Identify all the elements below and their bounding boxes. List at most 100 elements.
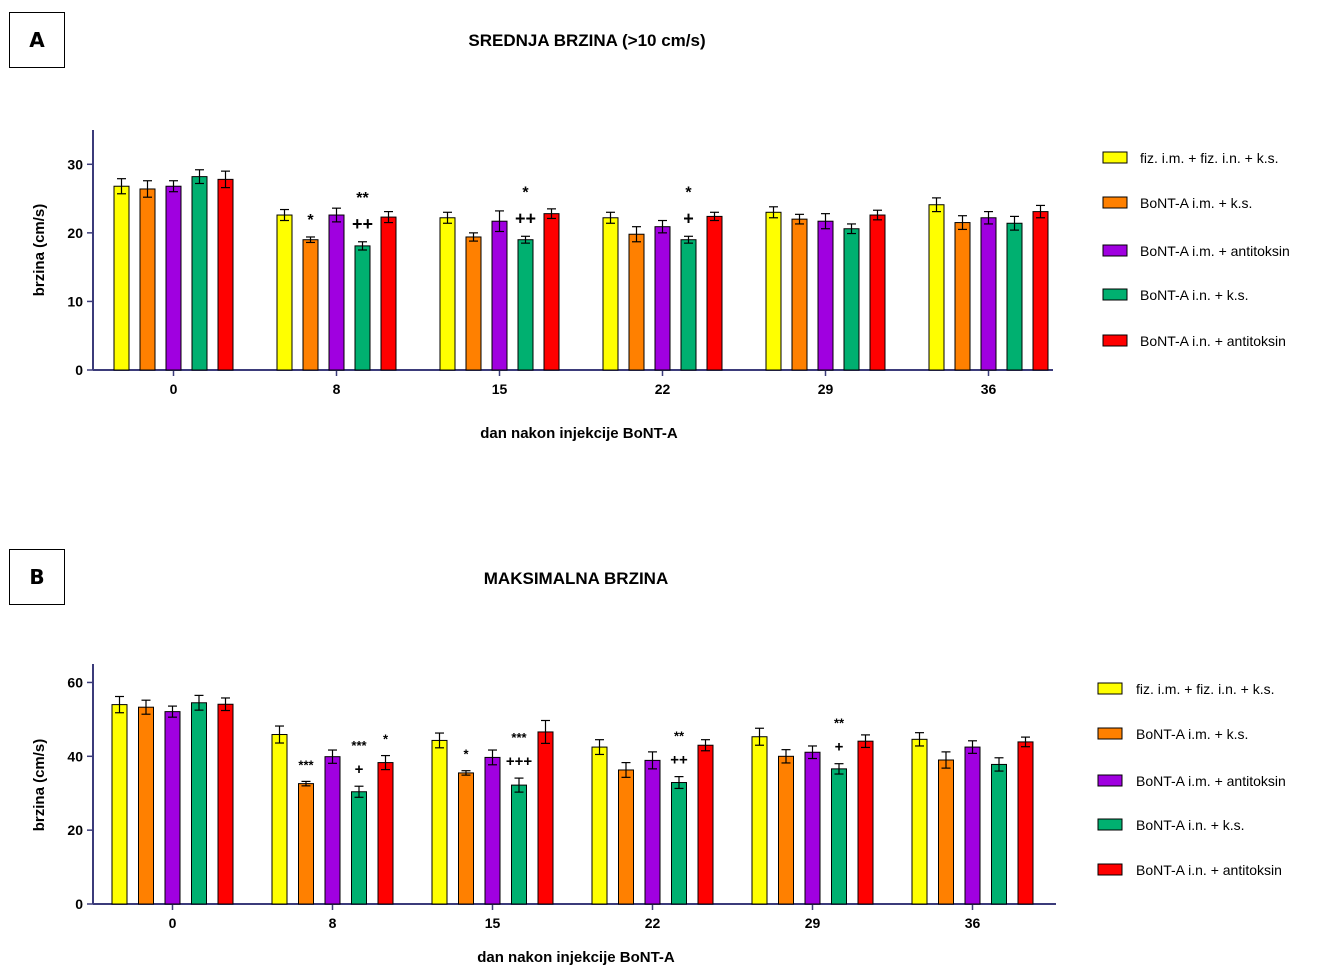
bar xyxy=(671,782,687,905)
bar xyxy=(980,217,997,371)
bar xyxy=(654,226,671,371)
legend-swatch xyxy=(1102,334,1128,347)
significance-mark: + xyxy=(683,208,694,228)
bar xyxy=(351,791,367,905)
chart-b-ylabel: brzina (cm/s) xyxy=(31,739,48,832)
legend-swatch xyxy=(1102,151,1128,164)
bar xyxy=(217,703,234,905)
bar xyxy=(324,756,341,905)
bar xyxy=(602,217,619,371)
y-tick-label: 60 xyxy=(67,674,83,690)
chart-b-title: MAKSIMALNA BRZINA xyxy=(484,569,668,588)
bar xyxy=(517,239,534,371)
chart-a-legend: fiz. i.m. + fiz. i.n. + k.s. BoNT-A i.m. … xyxy=(1102,150,1290,349)
legend-swatch xyxy=(1097,818,1123,831)
bar xyxy=(857,740,874,905)
bar xyxy=(138,706,154,905)
bar xyxy=(644,759,661,905)
bar xyxy=(680,239,697,371)
legend-swatch xyxy=(1102,196,1128,209)
legend-swatch xyxy=(1102,244,1128,257)
significance-mark: ** xyxy=(834,716,845,731)
legend-entry: BoNT-A i.n. + antitoksin xyxy=(1140,333,1286,349)
chart-a-ylabel: brzina (cm/s) xyxy=(31,204,48,297)
legend-entry: fiz. i.m. + fiz. i.n. + k.s. xyxy=(1136,681,1274,697)
bar xyxy=(618,769,634,905)
bar xyxy=(465,236,482,371)
bar xyxy=(706,215,723,371)
legend-entry: BoNT-A i.n. + k.s. xyxy=(1140,287,1249,303)
significance-mark: *** xyxy=(351,738,367,753)
x-tick-label: 29 xyxy=(818,381,834,397)
significance-mark: ++ xyxy=(670,752,688,769)
bar xyxy=(804,751,821,905)
legend-entry: BoNT-A i.m. + k.s. xyxy=(1140,195,1252,211)
legend-swatch xyxy=(1097,863,1123,876)
significance-mark: ** xyxy=(356,190,369,207)
significance-mark: * xyxy=(522,184,529,201)
legend-entry: BoNT-A i.n. + k.s. xyxy=(1136,817,1245,833)
bar xyxy=(911,738,928,905)
legend-entry: BoNT-A i.n. + antitoksin xyxy=(1136,862,1282,878)
bar xyxy=(817,220,834,371)
significance-mark: * xyxy=(685,184,692,201)
legend-swatch xyxy=(1097,727,1123,740)
x-tick-label: 8 xyxy=(329,915,337,931)
bar xyxy=(543,213,560,371)
significance-mark: ** xyxy=(674,729,685,744)
bar xyxy=(591,746,608,905)
chart-b-legend: fiz. i.m. + fiz. i.n. + k.s. BoNT-A i.m. … xyxy=(1097,681,1286,878)
x-tick-label: 36 xyxy=(981,381,997,397)
bar xyxy=(928,204,945,371)
x-tick-label: 15 xyxy=(485,915,501,931)
y-tick-label: 40 xyxy=(67,748,83,764)
x-tick-label: 29 xyxy=(805,915,821,931)
bar xyxy=(191,702,207,905)
significance-mark: * xyxy=(463,747,469,762)
significance-mark: *** xyxy=(298,757,314,772)
bar xyxy=(458,772,474,905)
chart-a-title: SREDNJA BRZINA (>10 cm/s) xyxy=(468,31,705,50)
significance-mark: ++ xyxy=(352,214,373,234)
bar xyxy=(869,214,886,371)
bar xyxy=(328,214,345,371)
bar xyxy=(1017,741,1034,905)
bar xyxy=(751,736,768,905)
bar xyxy=(938,759,954,905)
x-tick-label: 8 xyxy=(333,381,341,397)
significance-mark: +++ xyxy=(506,753,533,770)
bar xyxy=(511,784,527,905)
x-tick-label: 0 xyxy=(170,381,178,397)
bar xyxy=(765,211,782,371)
x-tick-label: 22 xyxy=(645,915,661,931)
significance-mark: + xyxy=(835,739,844,756)
x-tick-label: 0 xyxy=(169,915,177,931)
bar xyxy=(271,734,288,905)
significance-mark: * xyxy=(307,212,314,229)
bar xyxy=(217,178,234,371)
bar xyxy=(991,763,1007,905)
bar xyxy=(113,185,130,371)
significance-mark: * xyxy=(383,732,389,747)
bar xyxy=(778,755,794,905)
bar xyxy=(628,233,645,371)
bar xyxy=(843,228,860,371)
legend-entry: fiz. i.m. + fiz. i.n. + k.s. xyxy=(1140,150,1278,166)
legend-swatch xyxy=(1102,288,1128,301)
significance-mark: *** xyxy=(511,730,527,745)
chart-a-xlabel: dan nakon injekcije BoNT-A xyxy=(480,425,678,442)
significance-mark: + xyxy=(355,761,364,778)
y-tick-label: 20 xyxy=(67,225,83,241)
chart-b-xlabel: dan nakon injekcije BoNT-A xyxy=(477,949,675,966)
bar xyxy=(964,746,981,905)
panel-b-label: B xyxy=(29,565,45,589)
bar xyxy=(537,731,554,905)
bar xyxy=(191,176,208,371)
legend-swatch xyxy=(1097,774,1123,787)
bar xyxy=(276,214,293,371)
x-tick-label: 22 xyxy=(655,381,671,397)
legend-entry: BoNT-A i.m. + k.s. xyxy=(1136,726,1248,742)
